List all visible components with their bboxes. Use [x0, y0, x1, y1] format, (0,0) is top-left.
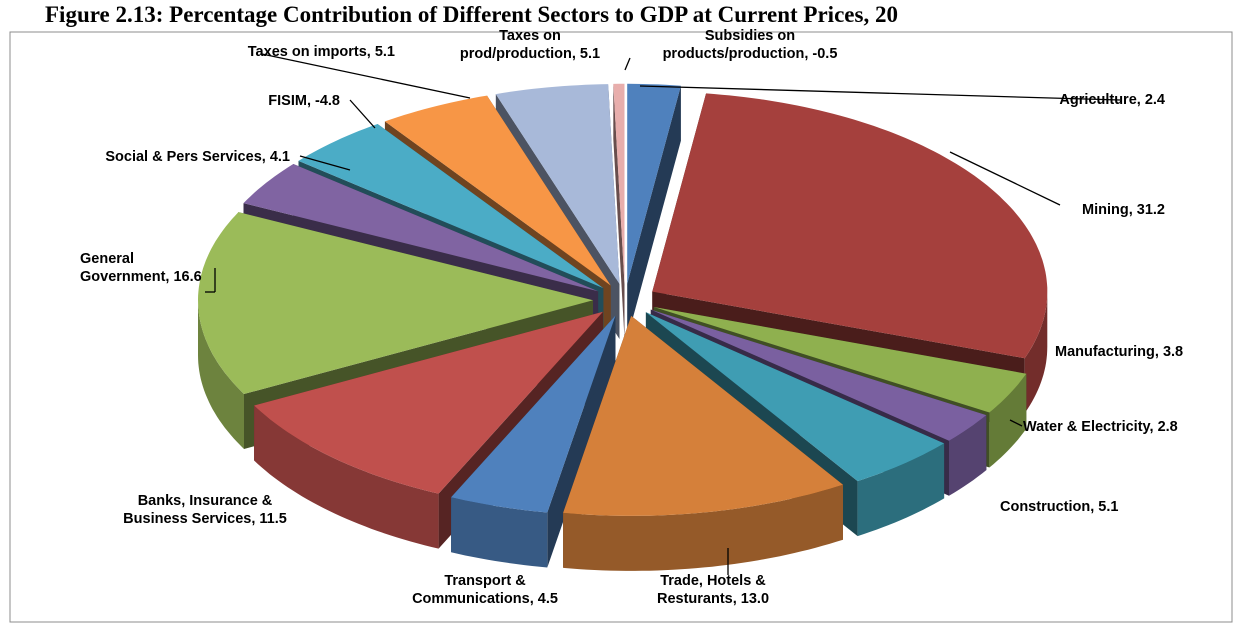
slice-wall	[451, 497, 548, 568]
data-label: Social & Pers Services4.1	[50, 148, 290, 166]
leader-line	[299, 155, 351, 171]
category-label: Mining	[1082, 202, 1137, 218]
slice	[451, 315, 616, 513]
slice	[653, 307, 1027, 413]
leader-line	[949, 151, 1061, 206]
category-label: Water & Electricity	[1023, 419, 1158, 435]
plot-border	[9, 31, 1233, 623]
leader-line	[1009, 419, 1023, 427]
category-label: Taxes on prod/production	[460, 28, 580, 62]
category-label: Construction	[1000, 499, 1098, 515]
value-label: 31.2	[1136, 202, 1165, 218]
slice	[243, 164, 599, 292]
data-label: General Government16.6	[80, 250, 220, 286]
category-label: FISIM	[268, 93, 315, 109]
slice-wall	[857, 443, 945, 537]
data-label: Construction5.1	[1000, 498, 1200, 516]
data-label: Banks, Insurance & Business Services11.5	[105, 492, 305, 528]
slice	[645, 312, 945, 482]
leader-line	[624, 57, 631, 71]
slice	[650, 309, 987, 441]
slice	[298, 124, 604, 289]
data-label: Manufacturing3.8	[1055, 343, 1234, 361]
category-label: Banks, Insurance & Business Services	[123, 493, 272, 527]
value-label: 11.5	[259, 511, 287, 527]
slice	[563, 315, 843, 516]
value-label: -0.5	[812, 46, 838, 62]
slice-wall	[198, 300, 244, 449]
slice	[652, 93, 1048, 359]
slice-wall	[563, 484, 843, 571]
slice-wall	[949, 415, 987, 496]
value-label: 13.0	[740, 591, 770, 607]
slice	[627, 83, 681, 339]
slice	[613, 83, 625, 284]
data-label: Taxes on imports5.1	[95, 43, 395, 61]
category-label: Manufacturing	[1055, 344, 1163, 360]
category-label: General Government	[80, 251, 173, 285]
data-label: Agriculture2.4	[965, 91, 1165, 109]
leader-line	[639, 85, 1121, 101]
slice-side	[613, 83, 625, 339]
category-label: Social & Pers Services	[105, 149, 269, 165]
slice	[451, 315, 616, 568]
data-label: Trade, Hotels & Resturants13.0	[638, 572, 788, 608]
value-label: 5.1	[579, 46, 601, 62]
slice	[495, 84, 620, 284]
value-label: 5.1	[374, 44, 395, 60]
data-label: Water & Electricity2.8	[1023, 418, 1233, 436]
slice	[254, 311, 603, 494]
data-label: Mining31.2	[965, 201, 1165, 219]
value-label: 3.8	[1162, 344, 1184, 360]
value-label: 4.5	[537, 591, 558, 607]
value-label: 2.4	[1144, 92, 1165, 108]
value-label: 2.8	[1157, 419, 1178, 435]
data-label: Transport & Communications4.5	[405, 572, 565, 608]
slice-wall	[1024, 291, 1048, 414]
leader-line	[261, 53, 471, 99]
slice-wall	[254, 405, 439, 549]
category-label: Subsidies on products/production	[663, 28, 813, 62]
data-label: Subsidies on products/production-0.5	[643, 27, 858, 63]
data-label: Taxes on prod/production5.1	[455, 27, 605, 63]
leader-line	[349, 99, 376, 129]
category-label: Agriculture	[1059, 92, 1144, 108]
slice	[198, 212, 593, 394]
value-label: 5.1	[1098, 499, 1119, 515]
value-label: -4.8	[315, 93, 340, 109]
slice-side	[627, 85, 681, 339]
value-label: 16.6	[173, 269, 202, 285]
slice	[613, 83, 625, 339]
chart-title: Figure 2.13: Percentage Contribution of …	[45, 2, 898, 27]
category-label: Taxes on imports	[248, 44, 375, 60]
slice	[563, 315, 843, 571]
data-label: FISIM-4.8	[140, 92, 340, 110]
category-label: Transport & Communications	[412, 573, 538, 607]
value-label: 4.1	[269, 149, 290, 165]
slice	[384, 95, 611, 286]
slice	[627, 83, 681, 284]
slice-wall	[989, 373, 1027, 468]
